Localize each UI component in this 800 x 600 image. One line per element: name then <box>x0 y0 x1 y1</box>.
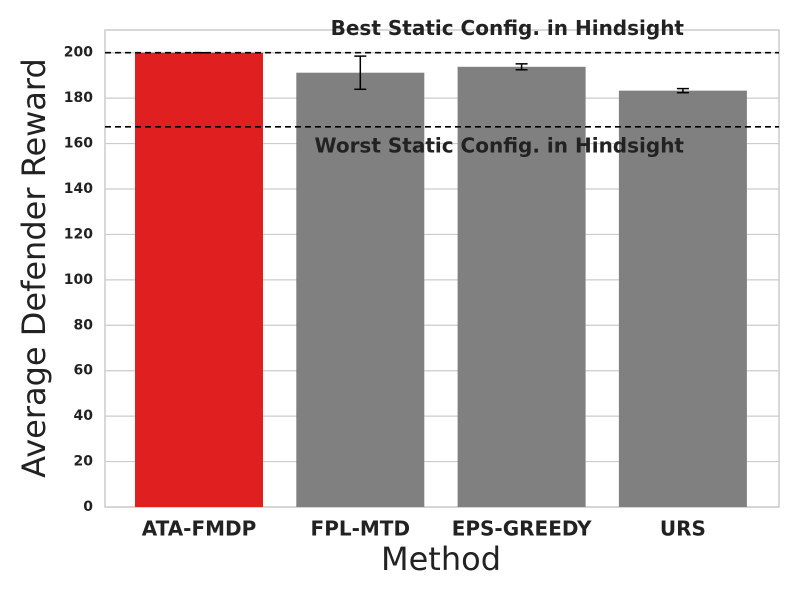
y-tick-label: 120 <box>64 226 93 242</box>
error-bar <box>354 55 367 91</box>
y-axis-label: Average Defender Reward <box>15 58 53 478</box>
y-tick-label: 80 <box>74 317 94 333</box>
y-tick-label: 140 <box>64 181 93 197</box>
reference-label: Worst Static Config. in Hindsight <box>314 133 684 157</box>
y-tick-label: 200 <box>64 45 93 61</box>
x-tick-label: EPS-GREEDY <box>452 517 592 541</box>
bar <box>457 66 586 507</box>
y-tick-label: 60 <box>74 363 94 379</box>
x-tick-label: URS <box>660 517 706 541</box>
bar <box>135 52 263 507</box>
x-tick-label: FPL-MTD <box>311 517 411 541</box>
x-tick-label: ATA-FMDP <box>142 517 257 541</box>
y-tick-label: 20 <box>74 454 94 470</box>
y-tick-label: 180 <box>64 90 93 106</box>
y-tick-label: 0 <box>83 499 93 515</box>
bar <box>296 72 425 508</box>
reference-label: Best Static Config. in Hindsight <box>331 16 685 40</box>
bar <box>618 90 747 507</box>
error-bar <box>676 87 689 94</box>
y-tick-label: 40 <box>74 408 94 424</box>
y-tick-label: 160 <box>64 136 93 152</box>
error-bar <box>515 63 528 71</box>
y-tick-label: 100 <box>64 272 93 288</box>
x-axis-label: Method <box>381 540 501 578</box>
